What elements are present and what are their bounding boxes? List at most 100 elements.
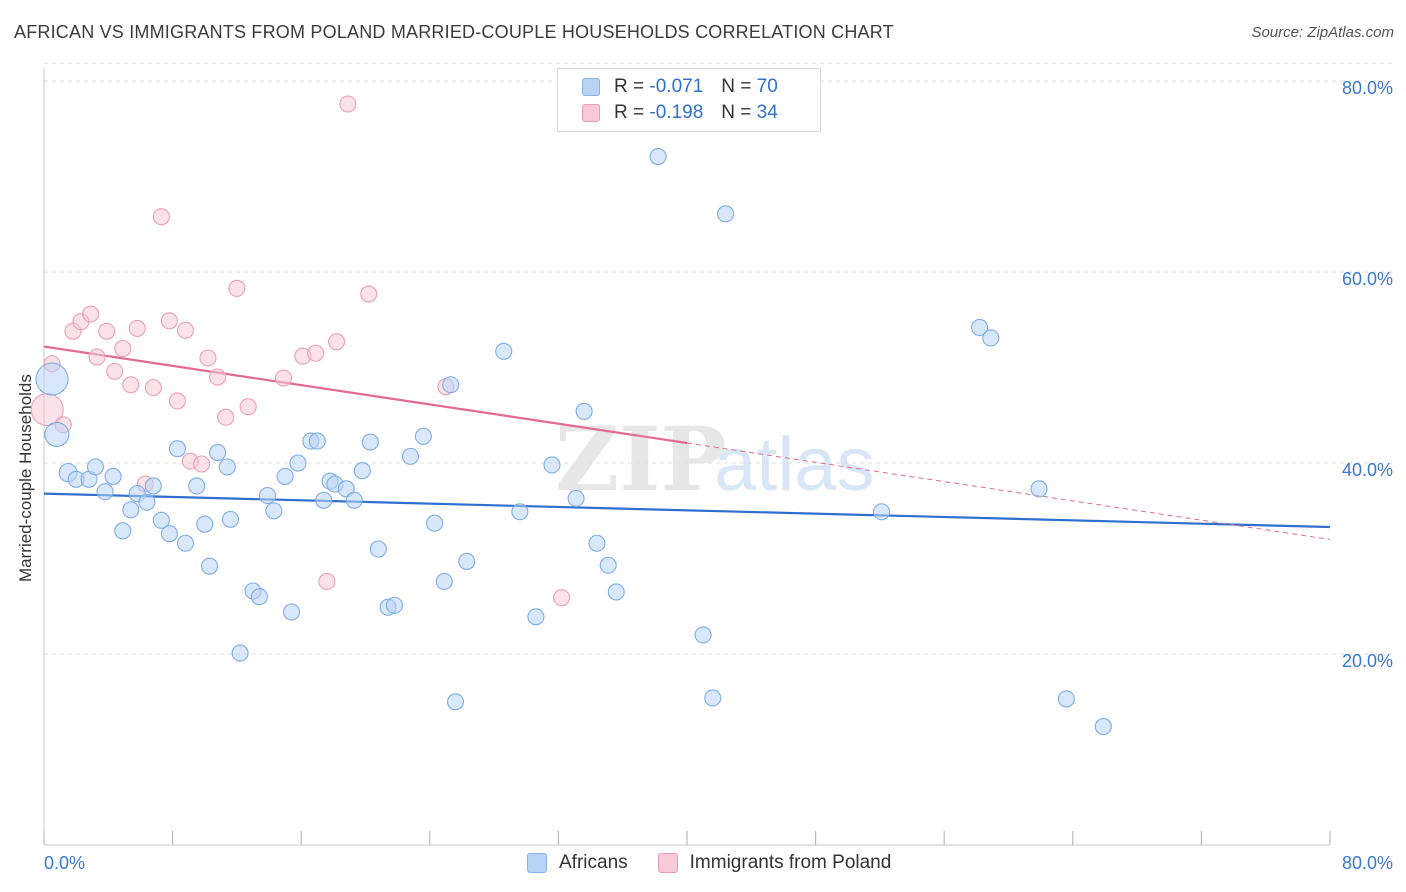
- y-axis-label-wrap: Married-couple Households: [16, 280, 40, 600]
- africans-point: [86, 458, 104, 476]
- watermark-zip: ZIP: [555, 407, 727, 511]
- africans-point: [250, 588, 268, 606]
- legend-label-africans: Africans: [559, 852, 628, 873]
- poland-point: [239, 398, 257, 416]
- africans-point: [188, 477, 206, 495]
- n-label: N =: [721, 102, 752, 123]
- axes: [43, 68, 1331, 846]
- n-label: N =: [721, 76, 752, 97]
- africans-point: [283, 603, 301, 621]
- series-legend: Africans Immigrants from Poland: [527, 852, 921, 874]
- africans-point: [152, 511, 170, 529]
- data-points: [30, 95, 1112, 736]
- africans-point: [385, 596, 403, 614]
- africans-point: [308, 432, 326, 450]
- y-tick-label: 40.0%: [1342, 460, 1393, 480]
- watermark-atlas: atlas: [714, 422, 875, 507]
- poland-point: [199, 349, 217, 367]
- grid-lines: [44, 62, 1392, 655]
- poland-point: [88, 348, 106, 366]
- africans-point: [1057, 690, 1075, 708]
- y-tick-label: 80.0%: [1342, 78, 1393, 98]
- trend-line-poland-extension: [686, 442, 1331, 540]
- source-label: Source: ZipAtlas.com: [1251, 24, 1394, 41]
- africans-swatch: [527, 853, 547, 873]
- poland-point: [274, 369, 293, 387]
- africans-point: [495, 342, 513, 360]
- poland-point: [228, 279, 246, 297]
- y-axis-label: Married-couple Households: [16, 374, 35, 582]
- tick-labels: 20.0% 40.0% 60.0% 80.0% 0.0% 80.0%: [44, 78, 1393, 873]
- africans-point: [176, 534, 195, 552]
- africans-point: [511, 503, 529, 521]
- x-tick-label: 0.0%: [44, 853, 85, 873]
- africans-point: [426, 514, 444, 532]
- africans-point: [258, 486, 276, 505]
- africans-point: [361, 433, 379, 451]
- africans-point: [458, 552, 476, 570]
- legend-row-africans: R = -0.071 N = 70: [582, 75, 778, 99]
- poland-point: [192, 455, 211, 473]
- africans-point: [353, 462, 371, 480]
- africans-point: [218, 458, 236, 476]
- poland-point: [176, 321, 195, 339]
- poland-point: [307, 344, 325, 362]
- africans-point: [276, 467, 294, 485]
- poland-point: [339, 95, 357, 113]
- africans-point: [114, 522, 132, 540]
- trend-line-poland: [43, 345, 688, 445]
- africans-point: [694, 626, 712, 644]
- poland-point: [122, 376, 140, 394]
- r-value: -0.198: [649, 102, 704, 123]
- poland-point: [128, 319, 146, 337]
- africans-point: [649, 147, 667, 166]
- legend-item-poland[interactable]: Immigrants from Poland: [657, 852, 891, 874]
- africans-point: [44, 421, 70, 447]
- africans-point: [567, 489, 585, 507]
- poland-point: [168, 392, 186, 410]
- chart-title: AFRICAN VS IMMIGRANTS FROM POLAND MARRIE…: [14, 22, 894, 42]
- trend-line-africans: [43, 492, 1331, 529]
- africans-point: [345, 491, 363, 509]
- africans-point: [1094, 718, 1112, 736]
- africans-point: [527, 608, 545, 626]
- africans-point: [982, 329, 1000, 347]
- poland-point: [152, 208, 170, 226]
- r-label: R =: [614, 76, 645, 97]
- y-tick-label: 20.0%: [1342, 651, 1393, 671]
- africans-point: [221, 510, 240, 528]
- africans-point: [607, 583, 625, 601]
- poland-swatch: [582, 104, 600, 122]
- africans-point: [1030, 480, 1048, 498]
- poland-point: [144, 379, 162, 397]
- poland-point: [328, 333, 346, 351]
- africans-point: [435, 572, 453, 591]
- africans-point: [588, 534, 606, 552]
- poland-point: [98, 322, 116, 340]
- trend-lines: [43, 345, 1331, 540]
- africans-point: [265, 502, 283, 520]
- poland-point: [217, 408, 235, 426]
- africans-point: [160, 525, 178, 543]
- africans-point: [414, 427, 432, 445]
- poland-point: [553, 589, 571, 607]
- africans-point: [196, 515, 214, 533]
- africans-point: [35, 362, 69, 396]
- stats-legend: R = -0.071 N = 70 R = -0.198 N = 34: [557, 68, 821, 132]
- poland-point: [82, 305, 100, 323]
- africans-point: [209, 443, 227, 462]
- y-tick-label: 60.0%: [1342, 269, 1393, 289]
- poland-point: [160, 312, 178, 330]
- poland-point: [114, 339, 132, 358]
- n-value: 34: [756, 102, 778, 123]
- africans-point: [446, 693, 465, 711]
- x-tick-label: 80.0%: [1342, 853, 1393, 873]
- africans-point: [144, 477, 162, 495]
- africans-point: [401, 447, 420, 465]
- legend-item-africans[interactable]: Africans: [527, 852, 628, 874]
- africans-point: [289, 454, 307, 472]
- africans-point: [122, 501, 140, 519]
- poland-point: [360, 285, 378, 303]
- poland-point: [318, 572, 336, 591]
